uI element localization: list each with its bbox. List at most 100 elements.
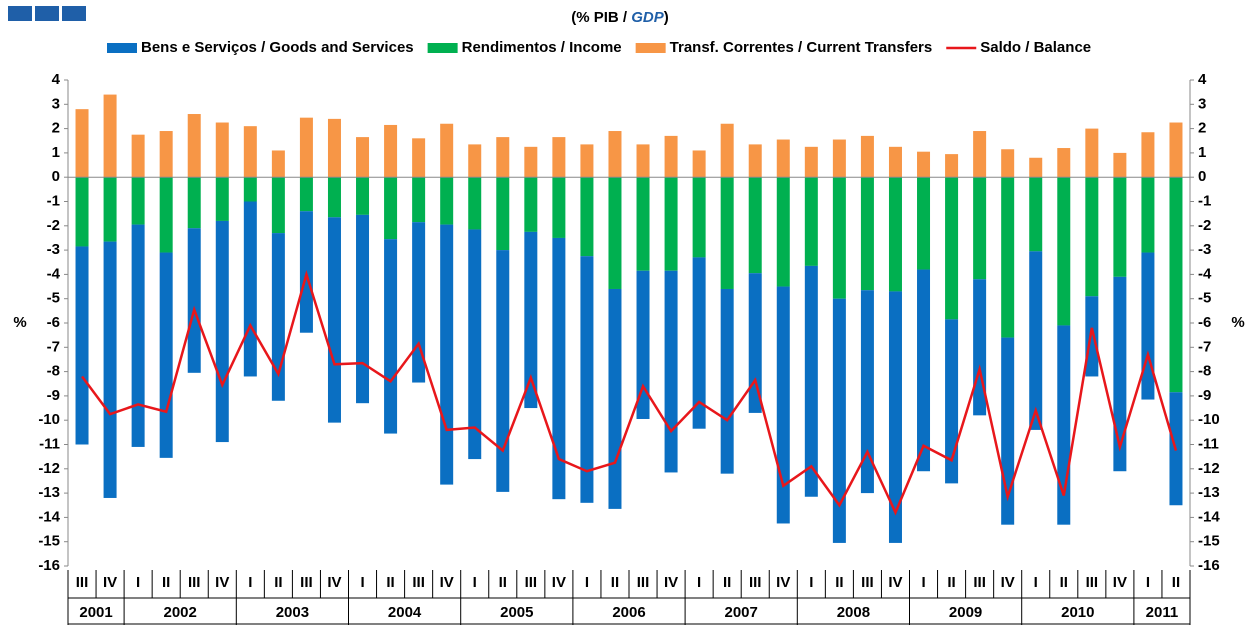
y-tick-label: 3 xyxy=(52,95,60,112)
bar-segment xyxy=(215,220,229,443)
bar-segment xyxy=(524,177,538,232)
bar-segment xyxy=(524,146,538,178)
y-tick-label: -12 xyxy=(38,460,60,477)
y-tick-label: -14 xyxy=(38,508,60,525)
y2-tick-label: -7 xyxy=(1198,338,1211,355)
y-tick-label: -16 xyxy=(38,557,60,574)
bar-segment xyxy=(832,298,846,543)
year-label: 2005 xyxy=(500,604,533,621)
x-tick-label: II xyxy=(274,574,282,591)
title-part: ) xyxy=(664,9,669,26)
bar-segment xyxy=(524,231,538,409)
x-tick-label: III xyxy=(1086,574,1099,591)
year-label: 2002 xyxy=(164,604,197,621)
bar-segment xyxy=(1113,177,1127,277)
bar-segment xyxy=(1057,148,1071,178)
bar-segment xyxy=(131,224,145,447)
bar-segment xyxy=(636,144,650,178)
bar-segment xyxy=(1085,177,1099,297)
y2-tick-label: -5 xyxy=(1198,290,1211,307)
year-label: 2009 xyxy=(949,604,982,621)
y-tick-label: -10 xyxy=(38,411,60,428)
bar-segment xyxy=(860,290,874,494)
bar-segment xyxy=(187,228,201,373)
bar-segment xyxy=(496,250,510,492)
bar-segment xyxy=(692,177,706,258)
x-tick-label: II xyxy=(1060,574,1068,591)
bar-segment xyxy=(131,134,145,178)
x-tick-label: I xyxy=(473,574,477,591)
y2-tick-label: -1 xyxy=(1198,192,1211,209)
x-tick-label: III xyxy=(188,574,201,591)
y2-tick-label: -4 xyxy=(1198,265,1212,282)
bar-segment xyxy=(776,139,790,178)
x-tick-label: II xyxy=(947,574,955,591)
bar-segment xyxy=(243,201,257,377)
bar-segment xyxy=(720,177,734,289)
bar-segment xyxy=(468,229,482,460)
x-tick-label: IV xyxy=(1001,574,1015,591)
y-tick-label: -6 xyxy=(47,314,60,331)
bar-segment xyxy=(215,177,229,221)
y2-tick-label: -12 xyxy=(1198,460,1220,477)
x-tick-label: I xyxy=(1034,574,1038,591)
x-tick-label: IV xyxy=(888,574,902,591)
bar-segment xyxy=(1113,276,1127,472)
bar-segment xyxy=(299,117,313,178)
bar-segment xyxy=(636,270,650,419)
bar-segment xyxy=(720,288,734,474)
year-label: 2007 xyxy=(725,604,758,621)
chart-title: (% PIB / GDP) xyxy=(571,9,669,26)
logo-block xyxy=(62,6,86,21)
bar-segment xyxy=(1029,251,1043,430)
y2-tick-label: 4 xyxy=(1198,71,1207,88)
balance-line xyxy=(81,270,1178,516)
legend-label: Bens e Serviços / Goods and Services xyxy=(141,39,414,56)
bar-segment xyxy=(608,177,622,289)
x-tick-label: III xyxy=(749,574,762,591)
bar-segment xyxy=(973,131,987,178)
bar-segment xyxy=(636,177,650,271)
x-tick-label: I xyxy=(585,574,589,591)
x-tick-label: III xyxy=(525,574,538,591)
bar-segment xyxy=(692,150,706,178)
bar-segment xyxy=(664,135,678,178)
year-label: 2001 xyxy=(79,604,112,621)
legend-label: Saldo / Balance xyxy=(980,39,1091,56)
bar-segment xyxy=(748,177,762,274)
x-tick-label: II xyxy=(723,574,731,591)
bar-segment xyxy=(945,177,959,320)
bar-segment xyxy=(945,319,959,484)
bar-segment xyxy=(384,177,398,240)
x-tick-label: IV xyxy=(1113,574,1127,591)
y2-tick-label: -13 xyxy=(1198,484,1220,501)
y2-tick-label: -16 xyxy=(1198,557,1220,574)
bar-segment xyxy=(832,177,846,299)
bar-segment xyxy=(496,137,510,178)
y2-tick-label: 2 xyxy=(1198,120,1206,137)
bar-segment xyxy=(608,131,622,178)
bar-segment xyxy=(440,224,454,485)
bar-segment xyxy=(412,138,426,178)
x-tick-label: III xyxy=(637,574,650,591)
y-tick-label: 4 xyxy=(52,71,61,88)
bar-segment xyxy=(1169,122,1183,178)
bar-segment xyxy=(888,146,902,178)
x-tick-label: I xyxy=(1146,574,1150,591)
x-tick-label: IV xyxy=(552,574,566,591)
legend-swatch xyxy=(427,43,458,53)
x-tick-label: I xyxy=(136,574,140,591)
bar-segment xyxy=(187,114,201,178)
title-part: GDP xyxy=(631,9,665,26)
bar-segment xyxy=(468,177,482,230)
x-tick-label: I xyxy=(921,574,925,591)
bar-segment xyxy=(748,273,762,413)
x-tick-label: II xyxy=(835,574,843,591)
bar-segment xyxy=(917,177,931,270)
y-tick-label: -1 xyxy=(47,192,60,209)
bar-segment xyxy=(973,177,987,280)
bar-segment xyxy=(384,124,398,178)
bar-segment xyxy=(412,177,426,223)
x-tick-label: IV xyxy=(440,574,454,591)
y-tick-label: -9 xyxy=(47,387,60,404)
